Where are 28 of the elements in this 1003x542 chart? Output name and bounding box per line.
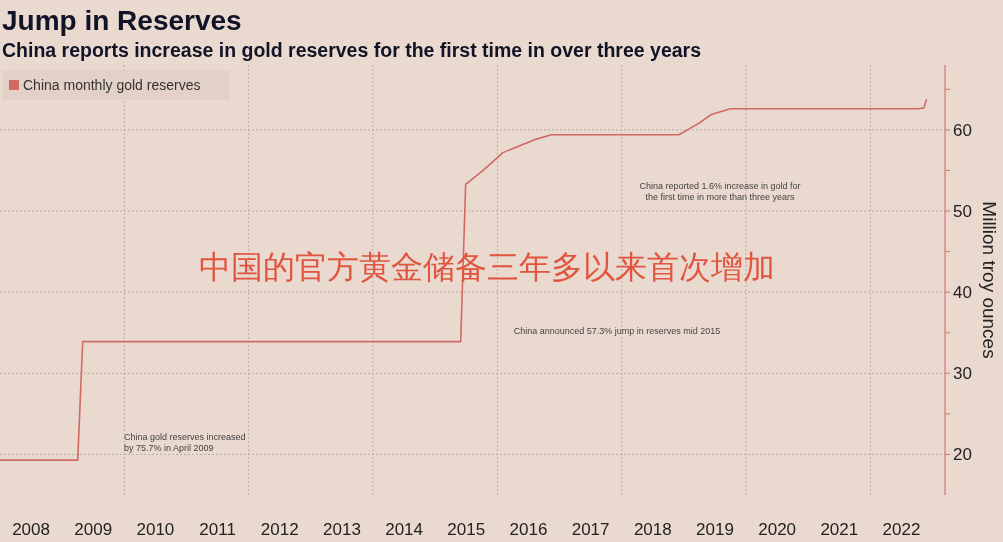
x-tick-label: 2014 [385, 520, 424, 539]
x-tick-label: 2010 [136, 520, 175, 539]
annotation: China gold reserves increased by 75.7% in April 2009 [124, 432, 246, 453]
x-tick-label: 2013 [323, 520, 361, 539]
x-tick-label: 2019 [696, 520, 734, 539]
y-tick-label: 40 [953, 283, 972, 303]
x-tick-label: 2020 [758, 520, 797, 539]
y-axis-title: Million troy ounces [979, 201, 1000, 359]
legend-label: China monthly gold reserves [23, 77, 201, 93]
annotation: China announced 57.3% jump in reserves mid 2015 [513, 326, 721, 336]
chart-subtitle: China reports increase in gold reserves for the first time in over three years [2, 39, 702, 61]
x-tick-label: 2017 [571, 520, 610, 539]
y-tick-label: 30 [953, 364, 972, 384]
line-series [0, 99, 928, 461]
x-tick-label: 2018 [633, 520, 672, 539]
y-tick-label: 50 [953, 202, 972, 222]
x-tick-label: 2012 [260, 520, 299, 539]
x-tick-label: 2008 [12, 520, 50, 539]
x-tick-label: 2009 [74, 520, 113, 539]
y-tick-label: 20 [953, 445, 972, 465]
annotation: China reported 1.6% increase in gold for the first time in more than three years [639, 181, 801, 202]
x-tick-label: 2022 [882, 520, 921, 539]
chart-title: Jump in Reserves [2, 5, 242, 36]
x-tick-label: 2015 [447, 520, 486, 539]
x-tick-label: 2021 [820, 520, 859, 539]
x-tick-label: 2011 [199, 520, 236, 539]
x-tick-label: 2016 [509, 520, 548, 539]
y-tick-label: 60 [953, 120, 972, 140]
